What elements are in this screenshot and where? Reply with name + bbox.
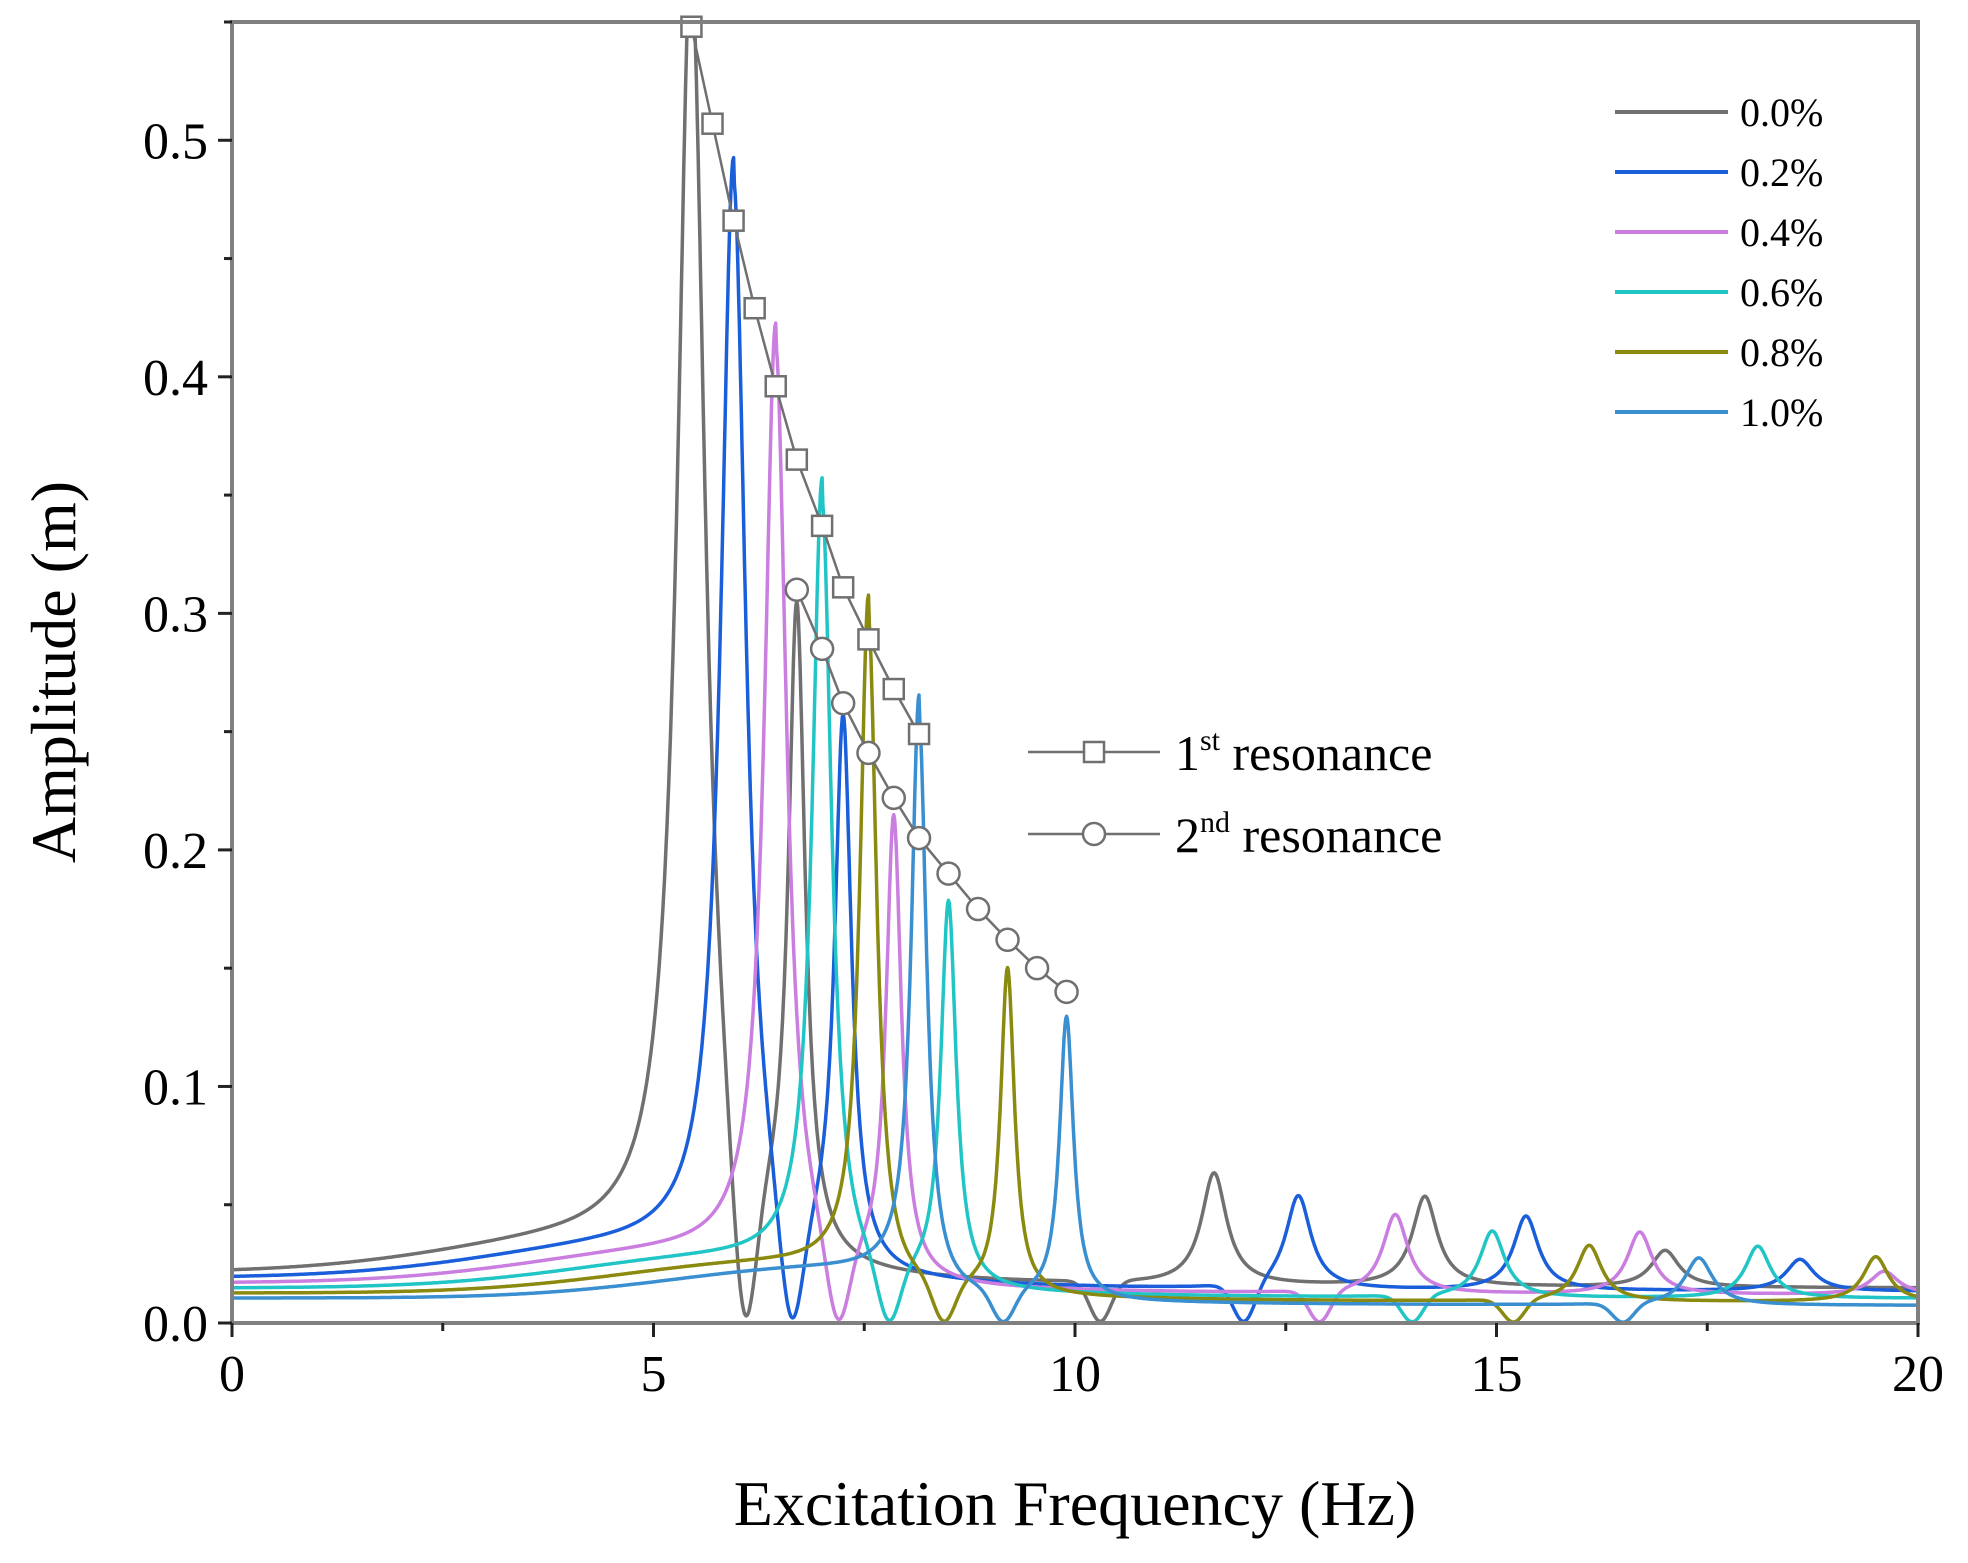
resonance-point-square: [810, 514, 834, 538]
resonance-point-square: [785, 448, 809, 471]
y-tick-label: 0.3: [143, 586, 208, 643]
legend-label: 0.4%: [1740, 210, 1823, 255]
resonance-point-circle: [1054, 979, 1079, 1005]
resonance-point-square: [701, 112, 724, 135]
legend-label: 1.0%: [1740, 390, 1823, 435]
resonance-point-square: [907, 722, 931, 746]
resonance-point-square: [831, 576, 855, 599]
series-line-0.2pct: [231, 155, 1918, 1323]
resonance-line-circle: [795, 589, 1068, 993]
x-tick-label: 10: [1049, 1346, 1101, 1403]
resonance-point-square: [722, 209, 745, 232]
resonance-point-square: [764, 375, 787, 398]
series-line-0.4pct: [231, 321, 1918, 1323]
legend-label: 0.8%: [1740, 330, 1823, 375]
y-tick-label: 0.0: [143, 1296, 208, 1353]
x-tick-label: 20: [1892, 1346, 1944, 1403]
resonance-marker-layer: [680, 15, 1079, 1005]
series-line-0.6pct: [231, 476, 1918, 1323]
resonance-point-circle: [995, 927, 1020, 953]
resonance-point-circle: [784, 577, 810, 602]
x-tick-label: 0: [219, 1346, 245, 1403]
resonance-point-circle: [1024, 955, 1050, 981]
resonance-point-square: [857, 628, 880, 651]
resonance-point-circle: [936, 861, 961, 886]
resonance-legend-label: 1st resonance: [1175, 724, 1432, 781]
x-tick-label: 5: [641, 1346, 667, 1403]
resonance-point-square: [680, 15, 703, 38]
resonance-legend: 1st resonance 2nd resonance: [1028, 724, 1442, 863]
y-tick-label: 0.1: [143, 1059, 208, 1116]
resonance-legend-label: 2nd resonance: [1175, 806, 1442, 863]
axis-ticks: 0 5 10 15 20 0.0 0.1 0.2 0.3 0.4 0.5: [143, 20, 1944, 1403]
resonance-point-square: [882, 677, 906, 701]
resonance-point-square: [743, 296, 766, 320]
legend-label: 0.0%: [1740, 90, 1823, 135]
series-line-0.8pct: [231, 593, 1918, 1323]
x-tick-label: 15: [1471, 1346, 1523, 1403]
resonance-point-circle: [809, 636, 835, 662]
resonance-point-circle: [856, 740, 881, 766]
y-tick-label: 0.2: [143, 823, 208, 880]
series-line-0.0pct: [231, 22, 1918, 1323]
resonance-point-circle: [906, 825, 932, 851]
series-layer: [231, 22, 1918, 1323]
resonance-point-circle: [965, 896, 991, 922]
series-line-1.0pct: [231, 693, 1918, 1323]
legend-label: 0.2%: [1740, 150, 1823, 195]
resonance-point-circle: [881, 785, 907, 811]
y-tick-label: 0.4: [143, 350, 208, 407]
y-axis-title: Amplitude (m): [18, 481, 89, 863]
legend: 0.0% 0.2% 0.4% 0.6% 0.8% 1.0%: [1615, 90, 1823, 435]
legend-label: 0.6%: [1740, 270, 1823, 315]
resonance-legend-square: [1082, 740, 1106, 764]
resonance-legend-circle: [1081, 821, 1107, 847]
y-tick-label: 0.5: [143, 113, 208, 170]
x-axis-title: Excitation Frequency (Hz): [734, 1468, 1416, 1539]
resonance-point-circle: [830, 691, 856, 716]
